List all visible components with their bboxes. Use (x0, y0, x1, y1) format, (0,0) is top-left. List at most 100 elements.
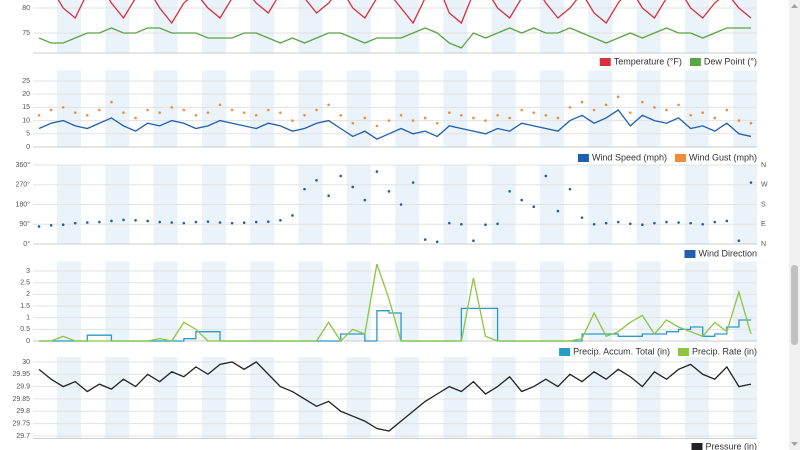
day-band (346, 0, 371, 53)
y-tick-label: 0 (26, 338, 30, 345)
marker (182, 108, 186, 112)
day-band (540, 0, 564, 53)
marker (291, 119, 294, 122)
day-band (201, 70, 226, 147)
y-tick-label: 29.95 (12, 371, 30, 378)
marker (520, 108, 523, 112)
day-band (540, 357, 564, 439)
series-line (38, 361, 752, 432)
series-line (57, 0, 752, 25)
marker (327, 103, 330, 107)
day-band (57, 0, 81, 53)
marker (387, 190, 391, 193)
marker (291, 214, 294, 217)
marker (629, 222, 632, 226)
marker (556, 116, 560, 120)
y2-tick-label: N (761, 241, 766, 248)
marker (665, 220, 668, 224)
marker (749, 181, 753, 184)
marker (713, 116, 717, 120)
y-tick-label: 0 (26, 144, 30, 151)
scroll-up[interactable] (791, 4, 798, 8)
marker (218, 103, 222, 107)
marker (435, 121, 439, 125)
day-band (540, 261, 564, 341)
marker (303, 114, 306, 117)
day-band (57, 357, 81, 439)
marker (713, 220, 717, 224)
marker (146, 108, 149, 112)
scroll-down[interactable] (791, 442, 798, 446)
day-band (733, 70, 757, 147)
marker (508, 116, 511, 120)
marker (61, 223, 65, 226)
marker (194, 220, 198, 224)
marker (592, 108, 596, 112)
scrollbar-thumb[interactable] (791, 265, 798, 345)
marker (616, 220, 620, 224)
marker (218, 221, 222, 224)
day-band (153, 70, 178, 147)
marker (110, 100, 113, 104)
marker (339, 114, 343, 117)
y-tick-label: 2.5 (20, 280, 30, 287)
marker (749, 121, 753, 125)
marker (315, 179, 318, 182)
day-band (201, 0, 226, 53)
day-band (395, 70, 420, 147)
y2-tick-label: N (761, 162, 766, 169)
day-band (491, 261, 516, 341)
legend-swatch (677, 348, 689, 356)
day-band (153, 261, 178, 341)
y-tick-label: 80 (22, 5, 30, 12)
y-tick-label: 3 (26, 268, 30, 275)
marker (399, 114, 403, 117)
legend-swatch (577, 154, 589, 162)
marker (568, 106, 572, 109)
marker (641, 100, 644, 104)
y2-tick-label: W (761, 182, 768, 189)
marker (134, 219, 137, 222)
marker (484, 223, 487, 226)
day-band (684, 70, 709, 147)
marker (472, 239, 475, 243)
marker (206, 220, 210, 223)
day-band (443, 70, 468, 147)
marker (375, 124, 379, 128)
y-tick-label: 90° (19, 220, 30, 228)
day-band (395, 261, 420, 341)
day-band (588, 70, 613, 147)
marker (134, 116, 137, 120)
day-band (636, 261, 661, 341)
marker (460, 222, 463, 226)
legend-swatch (674, 154, 686, 162)
marker (49, 224, 53, 227)
marker (387, 119, 391, 122)
day-band (346, 261, 371, 341)
marker (411, 181, 415, 184)
y2-tick-label: E (761, 221, 766, 228)
marker (242, 221, 246, 225)
marker (641, 223, 644, 226)
marker (399, 203, 403, 206)
day-band (684, 261, 709, 341)
marker (86, 221, 89, 224)
marker (158, 220, 161, 224)
scrollbar-track[interactable] (789, 0, 800, 450)
marker (110, 219, 113, 223)
marker (568, 187, 572, 191)
y-tick-label: 29.85 (12, 396, 30, 403)
marker (206, 111, 210, 114)
legend-swatch (599, 58, 611, 66)
marker (544, 114, 548, 117)
marker (435, 240, 439, 244)
legend-label: Precip. Rate (in) (692, 346, 757, 356)
marker (532, 205, 536, 208)
legend-label: Temperature (°F) (614, 56, 682, 66)
marker (556, 209, 560, 213)
marker (363, 116, 367, 120)
marker (689, 221, 692, 225)
